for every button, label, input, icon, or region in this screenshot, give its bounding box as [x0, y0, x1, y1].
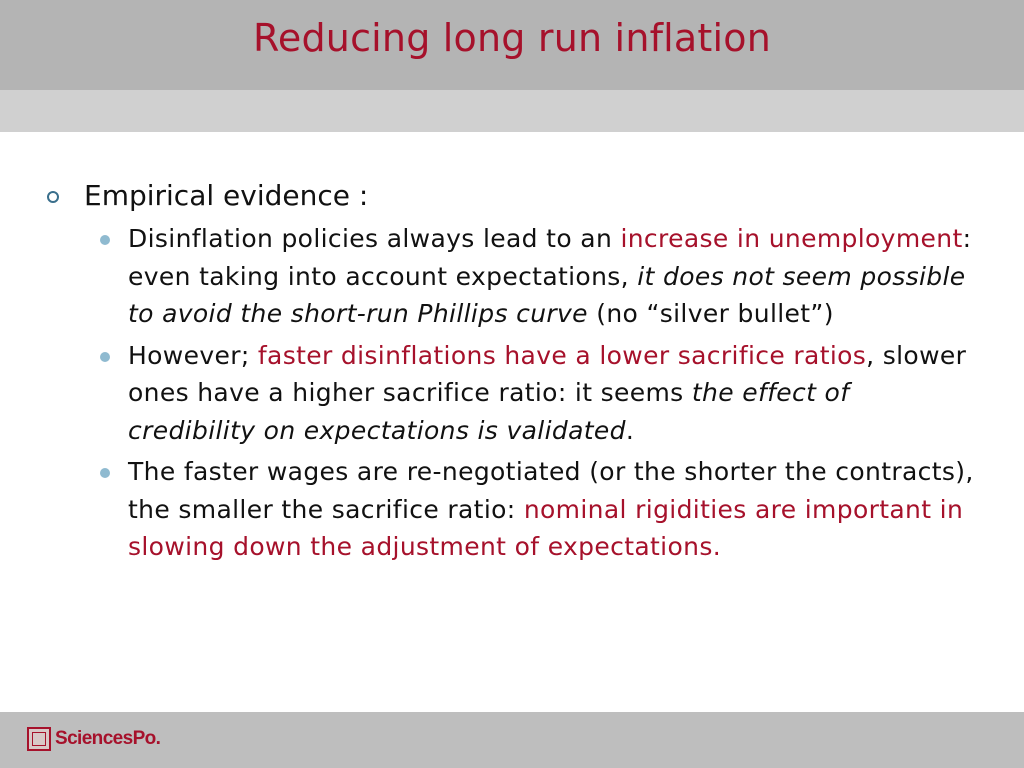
- text-segment: The faster wages are re-negotiated (or t…: [128, 457, 974, 524]
- italic-text: the effect of credibility on expectation…: [128, 378, 850, 445]
- italic-text: it does not seem possible to avoid the s…: [128, 261, 966, 329]
- highlighted-text: nominal rigidities are important in slow…: [128, 494, 964, 562]
- text-segment: .: [625, 415, 635, 445]
- bullet-text: However; faster disinflations have a low…: [128, 341, 966, 445]
- slide-content: Empirical evidence : Disinflation polici…: [44, 176, 974, 570]
- bullet-text: Disinflation policies always lead to an …: [128, 224, 971, 328]
- title-subband: [0, 90, 1024, 132]
- ring-bullet-icon: [47, 191, 59, 203]
- bullet-item: The faster wages are re-negotiated (or t…: [44, 453, 974, 566]
- text-segment: , slower ones have a higher sacrifice ra…: [128, 340, 967, 408]
- text-segment: : even taking into account expectations,: [128, 224, 972, 291]
- title-band: [0, 0, 1024, 90]
- section-heading: Empirical evidence :: [84, 179, 369, 212]
- logo-text: SciencesPo.: [55, 728, 161, 749]
- slide-title: Reducing long run inflation: [252, 16, 772, 60]
- footer-band: [0, 712, 1024, 768]
- dot-bullet-icon: [100, 351, 110, 362]
- highlighted-text: increase in unemployment: [620, 224, 963, 253]
- text-segment: Disinflation policies always lead to an: [128, 224, 621, 253]
- dot-bullet-icon: [100, 468, 110, 478]
- sciencespo-logo: SciencesPo.: [27, 727, 161, 751]
- bullet-level-1: Empirical evidence :: [44, 176, 974, 216]
- sciencespo-logo-icon: [27, 727, 51, 751]
- dot-bullet-icon: [100, 235, 110, 245]
- bullet-text: The faster wages are re-negotiated (or t…: [128, 457, 974, 561]
- text-segment: (no “silver bullet”): [587, 299, 834, 328]
- text-segment: However;: [128, 340, 258, 370]
- bullet-item: However; faster disinflations have a low…: [44, 337, 974, 450]
- bullet-item: Disinflation policies always lead to an …: [44, 220, 974, 333]
- highlighted-text: faster disinflations have a lower sacrif…: [257, 340, 867, 370]
